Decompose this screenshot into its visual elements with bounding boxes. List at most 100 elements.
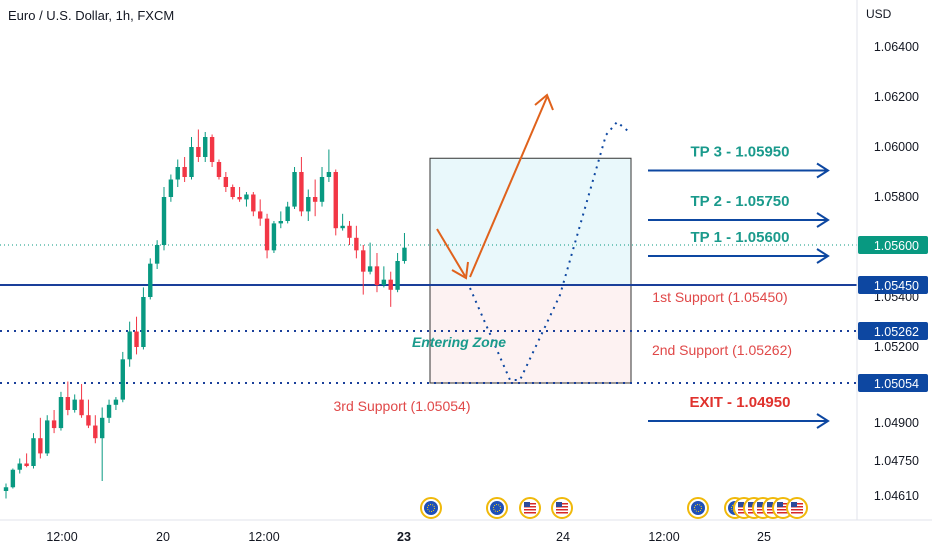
price-tick: 1.04750 [874,454,919,468]
candle-body [99,417,105,439]
time-tick: 12:00 [46,530,77,544]
candle [374,253,380,293]
time-tick: 23 [397,530,411,544]
candle-body [72,399,77,411]
candle [99,407,105,481]
candle [312,179,318,217]
candle [237,187,242,202]
candle-body [10,469,16,488]
currency-label: USD [866,7,892,21]
candle-body [244,194,249,200]
candle [148,258,153,300]
target-label: EXIT - 1.04950 [690,394,791,411]
candle [216,159,222,180]
time-tick: 12:00 [248,530,279,544]
labels-layer: TP 3 - 1.05950 TP 2 - 1.05750 TP 1 - 1.056… [334,144,830,429]
us-flag-icon [786,497,808,519]
price-axis: 1.064001.062001.060001.058001.054001.052… [856,0,928,520]
levels-layer [0,244,857,384]
candle [10,468,16,489]
candle [402,233,407,264]
candle-body [395,261,400,290]
support-label: 3rd Support (1.05054) [334,398,471,414]
candle-body [45,420,50,454]
candle [175,159,180,187]
candle [367,242,373,275]
candle [388,271,393,307]
price-badge: 1.05262 [858,322,928,340]
candle [326,149,332,182]
candle-body [285,206,290,221]
candle-body [113,399,119,405]
candle [319,167,325,207]
price-badge-bg [858,236,928,254]
candle [86,399,91,429]
projected-path [469,120,629,381]
up-arrow-line [469,96,548,278]
target-arrowhead [816,413,830,429]
candle-body [354,237,359,251]
candle-body [86,415,91,426]
candle [182,157,187,182]
candle-body [251,194,256,212]
support-label: 2nd Support (1.05262) [652,342,792,358]
candle [93,415,98,444]
candle [347,221,352,245]
candle-body [271,223,277,251]
candle [333,169,338,236]
target-label: TP 2 - 1.05750 [691,193,790,210]
down-arrowhead [451,261,469,280]
candle-body [340,225,345,229]
candle-body [65,397,71,411]
candle [264,213,270,259]
candle-body [106,404,112,418]
candle-body [134,331,139,347]
price-badge-bg [858,374,928,392]
candle [58,391,64,431]
candle-body [38,438,43,454]
candle-body [154,245,160,264]
candle [189,137,194,180]
candle-body [161,197,167,245]
candle [120,351,125,403]
zones-layer [429,157,632,384]
price-tick: 1.05800 [874,190,919,204]
price-badge-text: 1.05054 [874,377,919,391]
time-tick: 24 [556,530,570,544]
candle-body [51,420,57,429]
candle [223,172,229,192]
events-layer [420,497,808,519]
price-badge-bg [858,322,928,340]
candle-body [230,187,235,197]
candle-body [120,359,125,400]
time-tick: 25 [757,530,771,544]
candle-body [257,211,263,219]
candle-body [306,197,311,212]
down-arrow-line [436,228,466,277]
candle [65,381,71,416]
candles-layer [3,129,407,499]
candle [17,458,22,474]
candle-body [148,263,153,297]
candle-body [319,177,325,202]
candle-body [189,147,194,177]
price-tick: 1.06000 [874,140,919,154]
candle-body [299,172,304,212]
target-arrowhead [816,212,830,228]
candle-body [388,279,393,290]
candle [209,134,215,167]
candle [141,287,146,350]
price-tick: 1.06400 [874,40,919,54]
candle-body [58,397,64,429]
candle-body [31,438,36,466]
candle-body [374,266,380,285]
candle-body [141,297,146,347]
candle-body [203,137,208,157]
candle [154,240,160,269]
candle-body [278,221,283,224]
candle-body [79,399,84,416]
candle-body [381,279,387,285]
price-tick: 1.05200 [874,340,919,354]
candle [79,384,84,418]
